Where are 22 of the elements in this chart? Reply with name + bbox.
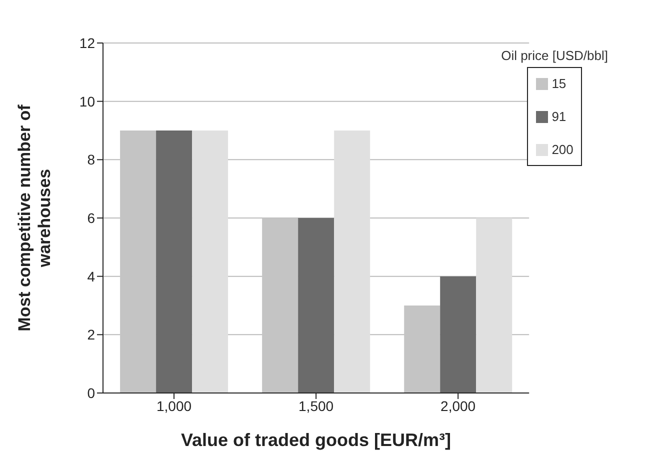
y-tick-label: 2 bbox=[87, 326, 96, 343]
bar bbox=[476, 218, 512, 393]
bar bbox=[334, 130, 370, 393]
y-tick-label: 4 bbox=[87, 268, 96, 284]
x-tick-label: 2,000 bbox=[440, 398, 476, 414]
bar bbox=[156, 130, 192, 393]
x-tick-label: 1,000 bbox=[156, 398, 192, 414]
legend-label: 15 bbox=[552, 76, 566, 91]
bar bbox=[298, 218, 334, 393]
y-tick-label: 12 bbox=[79, 34, 96, 51]
y-tick-label: 6 bbox=[87, 210, 96, 226]
bar bbox=[192, 130, 228, 393]
y-tick-label: 8 bbox=[87, 152, 96, 168]
legend-label: 91 bbox=[552, 109, 566, 124]
x-axis-title: Value of traded goods [EUR/m³] bbox=[181, 430, 452, 450]
legend-title: Oil price [USD/bbl] bbox=[501, 48, 608, 63]
y-axis-title: Most competitive number of warehouses bbox=[15, 104, 54, 332]
y-tick-label: 0 bbox=[87, 384, 96, 401]
legend-label: 200 bbox=[552, 142, 574, 157]
x-tick-label: 1,500 bbox=[298, 398, 334, 414]
y-tick-label: 10 bbox=[79, 93, 96, 110]
bar bbox=[440, 276, 476, 393]
